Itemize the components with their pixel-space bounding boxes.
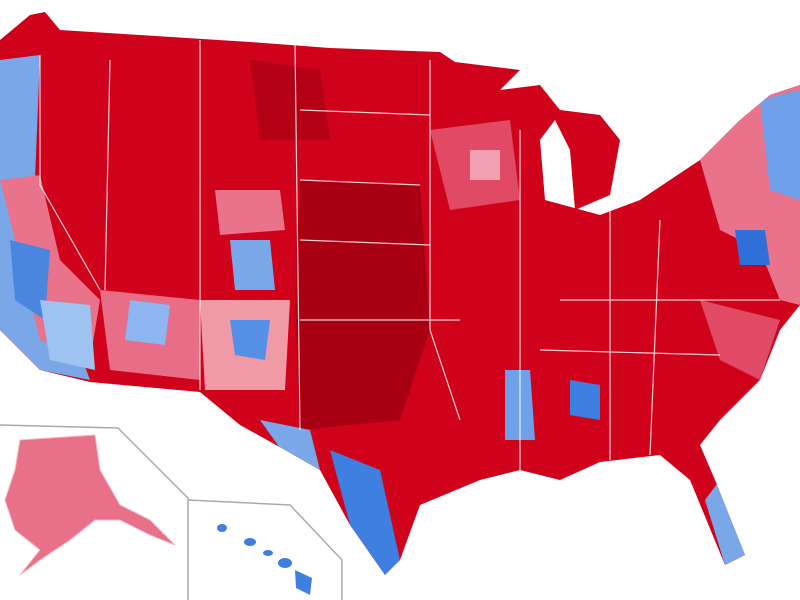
- border: [39, 55, 101, 291]
- border: [104, 59, 111, 291]
- mid-atlantic-blue: [735, 230, 770, 265]
- montana-region: [250, 60, 330, 140]
- rio-grande: [330, 450, 400, 575]
- border: [429, 60, 461, 421]
- hawaii-frame: [187, 499, 343, 600]
- colorado-blue: [230, 240, 275, 290]
- inset-frames: [0, 424, 343, 600]
- plains-region: [295, 180, 430, 430]
- new-mexico-blue: [230, 320, 270, 360]
- border: [294, 44, 301, 431]
- new-england: [760, 90, 800, 200]
- island: [263, 550, 273, 556]
- arizona-blue: [125, 300, 170, 345]
- black-belt: [570, 380, 600, 420]
- colorado-front: [215, 190, 285, 235]
- border: [299, 109, 460, 321]
- island: [217, 524, 227, 532]
- state-borders: [39, 40, 780, 470]
- big-island: [295, 570, 312, 595]
- hawaii: [217, 524, 312, 595]
- south-florida: [705, 480, 745, 565]
- socal: [40, 300, 95, 370]
- border: [609, 200, 661, 460]
- west-texas-border: [260, 420, 320, 470]
- carolinas: [700, 300, 780, 380]
- alaska: [4, 434, 176, 576]
- border: [539, 299, 780, 356]
- alaska-frame: [0, 424, 189, 600]
- island: [244, 538, 256, 546]
- island: [278, 558, 292, 568]
- wisconsin-pink: [470, 150, 500, 180]
